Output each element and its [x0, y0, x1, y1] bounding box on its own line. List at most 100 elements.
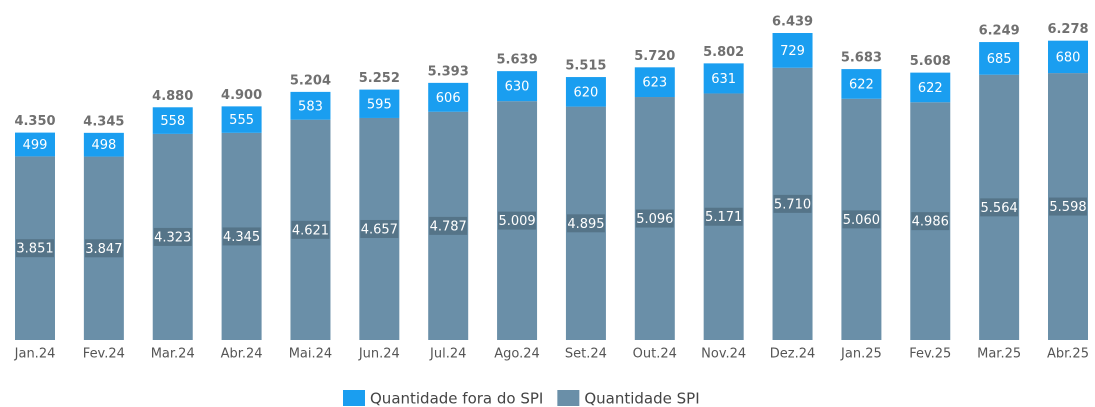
x-tick-label: Fev.25 — [909, 347, 951, 362]
x-tick-label: Mar.24 — [151, 347, 195, 362]
label-bg — [84, 239, 123, 258]
label-bg — [704, 207, 743, 226]
x-tick-label: Set.24 — [565, 347, 607, 362]
data-label: 499 — [23, 138, 48, 153]
data-label: 5.171 — [705, 210, 742, 225]
data-label: 4.657 — [361, 222, 398, 237]
legend-label: Quantidade fora do SPI — [370, 390, 543, 407]
bar-segment — [152, 107, 193, 134]
data-label: 630 — [505, 80, 530, 95]
x-tick-label: Jan.24 — [14, 347, 56, 362]
x-tick-label: Nov.24 — [701, 347, 746, 362]
total-label: 5.204 — [290, 73, 331, 88]
data-label: 620 — [574, 85, 599, 100]
label-bg — [498, 211, 537, 230]
data-label: 622 — [849, 77, 874, 92]
data-label: 685 — [987, 52, 1012, 67]
total-label: 5.683 — [841, 51, 882, 66]
total-label: 4.345 — [83, 114, 124, 129]
x-tick-label: Out.24 — [633, 347, 677, 362]
bar-segment — [841, 69, 882, 99]
data-label: 5.060 — [843, 213, 880, 228]
data-label: 606 — [436, 91, 461, 106]
total-label: 5.252 — [359, 71, 400, 86]
total-label: 6.249 — [979, 24, 1020, 39]
label-bg — [773, 194, 812, 213]
x-tick-label: Jul.24 — [429, 347, 466, 362]
bar-segment — [428, 82, 469, 112]
label-bg — [360, 219, 399, 238]
data-label: 3.851 — [16, 242, 53, 257]
legend-swatch — [343, 390, 365, 406]
data-label: 4.787 — [430, 219, 467, 234]
label-bg — [291, 220, 330, 239]
bar-segment — [83, 132, 124, 157]
data-label: 498 — [91, 138, 116, 153]
bar-segment — [221, 106, 262, 133]
total-label: 5.720 — [634, 49, 675, 64]
label-bg — [1049, 197, 1087, 216]
total-label: 5.608 — [910, 54, 951, 69]
data-label: 4.895 — [567, 217, 604, 232]
x-tick-label: Mai.24 — [289, 347, 332, 362]
total-label: 6.278 — [1047, 22, 1088, 37]
x-tick-label: Abr.25 — [1047, 347, 1089, 362]
bar-segment — [15, 132, 55, 157]
x-tick-label: Ago.24 — [494, 347, 540, 362]
total-label: 5.393 — [428, 64, 469, 79]
data-label: 558 — [160, 114, 185, 129]
data-label: 4.323 — [154, 230, 191, 245]
label-bg — [566, 214, 605, 233]
x-tick-label: Jan.25 — [840, 347, 882, 362]
data-label: 5.598 — [1049, 200, 1086, 215]
data-label: 5.564 — [981, 201, 1018, 216]
data-label: 4.621 — [292, 223, 329, 238]
data-label: 631 — [711, 72, 736, 87]
label-bg — [429, 216, 468, 235]
x-tick-label: Abr.24 — [221, 347, 263, 362]
data-label: 3.847 — [85, 242, 122, 257]
x-tick-label: Fev.24 — [83, 347, 125, 362]
data-label: 5.710 — [774, 197, 811, 212]
data-label: 555 — [229, 113, 254, 128]
total-label: 4.350 — [14, 114, 55, 129]
label-bg — [842, 210, 881, 229]
x-tick-label: Mar.25 — [977, 347, 1021, 362]
bar-segment — [359, 89, 400, 118]
bar-segment — [703, 63, 744, 94]
x-tick-label: Dez.24 — [770, 347, 816, 362]
x-tick-label: Jun.24 — [358, 347, 400, 362]
bar-segment — [497, 71, 538, 102]
total-label: 4.900 — [221, 88, 262, 103]
label-bg — [222, 227, 261, 246]
data-label: 4.345 — [223, 230, 260, 245]
legend-swatch — [557, 390, 580, 406]
data-label: 680 — [1056, 50, 1081, 65]
data-label: 583 — [298, 99, 323, 114]
bar-segment — [290, 91, 331, 120]
bar-segment — [565, 77, 606, 107]
data-label: 5.009 — [498, 214, 535, 229]
data-label: 623 — [642, 76, 667, 91]
data-label: 622 — [918, 81, 943, 96]
data-label: 729 — [780, 44, 805, 59]
bar-segment — [772, 33, 813, 68]
data-label: 595 — [367, 97, 392, 112]
bar-segment — [910, 72, 951, 103]
data-label: 5.096 — [636, 212, 673, 227]
total-label: 5.639 — [497, 53, 538, 68]
label-bg — [980, 198, 1019, 217]
total-label: 5.515 — [565, 59, 606, 74]
bar-segment — [1048, 40, 1088, 74]
label-bg — [16, 239, 54, 258]
total-label: 6.439 — [772, 15, 813, 30]
data-label: 4.986 — [912, 215, 949, 230]
legend-label: Quantidade SPI — [584, 390, 699, 407]
bar-segment — [979, 42, 1020, 75]
label-bg — [153, 227, 192, 246]
label-bg — [911, 212, 950, 231]
total-label: 5.802 — [703, 45, 744, 60]
label-bg — [635, 209, 674, 228]
bar-segment — [634, 67, 675, 98]
